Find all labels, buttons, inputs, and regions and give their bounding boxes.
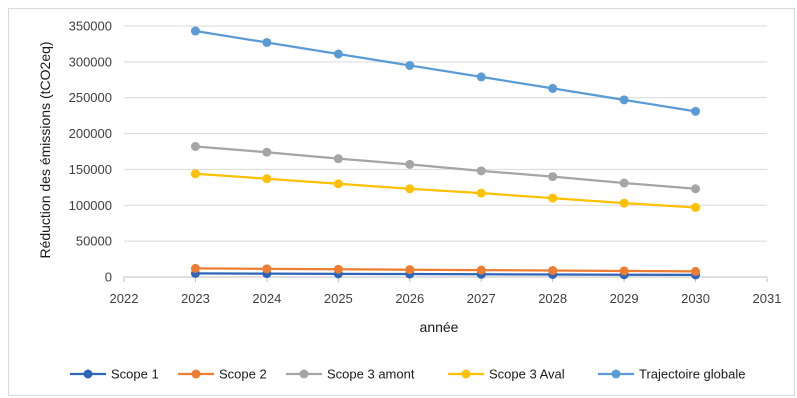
y-tick-label: 100000 [69, 198, 112, 213]
legend-marker [299, 369, 309, 379]
data-point [262, 174, 272, 184]
y-tick-label: 200000 [69, 126, 112, 141]
legend-label: Scope 2 [219, 367, 267, 382]
series-line-2 [195, 267, 696, 273]
data-point [405, 159, 415, 169]
legend-label: Scope 1 [111, 367, 159, 382]
y-tick-label: 150000 [69, 162, 112, 177]
legend-label: Scope 3 amont [327, 367, 415, 382]
data-point [190, 26, 200, 36]
data-point [405, 60, 415, 70]
legend: Scope 1 Scope 2 Scope 3 amont Scope 3 Aval T… [70, 367, 745, 382]
y-axis-title: Réduction des émissions (tCO2eq) [37, 41, 53, 258]
data-point [262, 147, 272, 157]
legend-marker [461, 369, 471, 379]
data-point [619, 266, 629, 276]
x-tick-label: 2029 [610, 291, 639, 306]
data-point [333, 264, 343, 274]
legend-label: Trajectoire globale [639, 367, 745, 382]
data-point [619, 198, 629, 208]
data-point [548, 172, 558, 182]
x-tick-label: 2028 [538, 291, 567, 306]
data-point [476, 166, 486, 176]
data-point [405, 265, 415, 275]
data-point [691, 106, 701, 116]
y-tick-label: 250000 [69, 90, 112, 105]
data-point [190, 169, 200, 179]
y-tick-label: 350000 [69, 19, 112, 34]
data-point [476, 265, 486, 275]
gridlines [124, 25, 767, 242]
data-point [262, 264, 272, 274]
series-line-4 [195, 172, 696, 209]
axes: 0 50000 100000 150000 200000 250000 300000 3500… [69, 19, 782, 307]
x-tick-label: 2022 [110, 291, 139, 306]
y-tick-label: 300000 [69, 54, 112, 69]
x-tick-label: 2025 [324, 291, 353, 306]
data-point [333, 154, 343, 164]
legend-marker [83, 369, 93, 379]
data-point [548, 83, 558, 93]
series-lines [190, 26, 701, 280]
data-point [548, 193, 558, 203]
x-tick-label: 2027 [467, 291, 496, 306]
data-point [691, 184, 701, 194]
x-tick-label: 2024 [252, 291, 281, 306]
data-point [691, 266, 701, 276]
data-point [691, 202, 701, 212]
series-line-5 [195, 29, 696, 113]
y-tick-label: 0 [105, 270, 112, 285]
data-point [333, 179, 343, 189]
series-line-3 [195, 145, 696, 190]
series-line-1 [195, 272, 696, 277]
data-point [333, 49, 343, 59]
data-point [190, 263, 200, 273]
data-point [405, 184, 415, 194]
legend-label: Scope 3 Aval [489, 367, 565, 382]
data-point [476, 72, 486, 82]
data-point [619, 95, 629, 105]
legend-marker [191, 369, 201, 379]
data-point [190, 141, 200, 151]
data-point [476, 188, 486, 198]
x-tick-label: 2026 [395, 291, 424, 306]
x-tick-label: 2023 [181, 291, 210, 306]
data-point [262, 37, 272, 47]
x-tick-label: 2030 [681, 291, 710, 306]
chart-frame [8, 8, 795, 396]
data-point [619, 178, 629, 188]
legend-marker [611, 369, 621, 379]
x-axis-title: année [420, 319, 459, 335]
data-point [548, 266, 558, 276]
x-tick-label: 2031 [753, 291, 782, 306]
y-tick-label: 50000 [76, 234, 112, 249]
